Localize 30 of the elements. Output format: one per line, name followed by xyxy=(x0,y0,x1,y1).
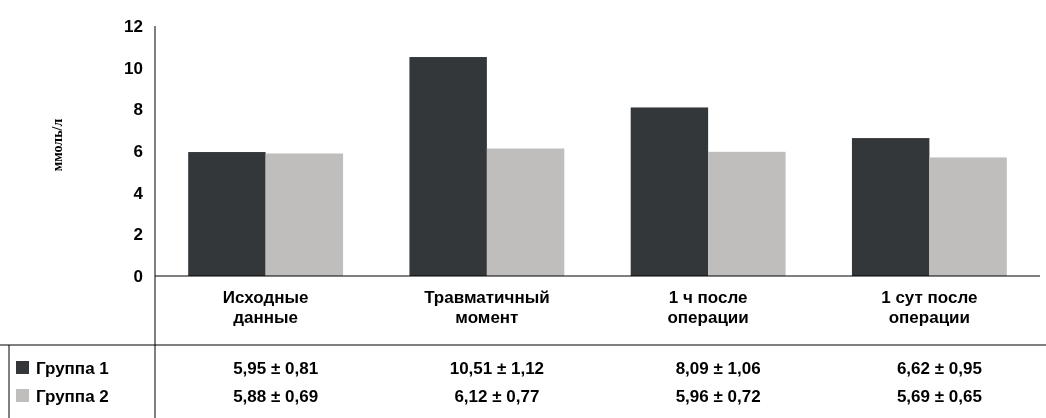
y-tick-label: 4 xyxy=(133,183,144,203)
bar xyxy=(929,157,1007,276)
bar xyxy=(630,107,709,276)
y-tick-label: 2 xyxy=(133,225,143,245)
bar xyxy=(851,138,930,276)
data-label: 10,51 ± 1,12 xyxy=(449,359,545,378)
data-label: 5,88 ± 0,69 xyxy=(233,387,319,406)
legend-label: Группа 1 xyxy=(36,359,109,378)
data-label: 5,96 ± 0,72 xyxy=(675,387,761,406)
y-tick-label: 0 xyxy=(133,266,143,286)
x-tick-label: Исходные данные xyxy=(222,288,309,327)
data-label: 5,95 ± 0,81 xyxy=(233,359,319,378)
x-tick-label: 1 ч после операции xyxy=(667,288,749,327)
data-label: 6,62 ± 0,95 xyxy=(896,359,982,378)
x-tick-label: 1 сут после операции xyxy=(881,288,978,327)
bar xyxy=(708,151,786,276)
x-tick-label: Травматичный момент xyxy=(424,288,550,327)
data-label: 6,12 ± 0,77 xyxy=(454,387,540,406)
y-tick-label: 10 xyxy=(124,58,143,78)
legend-label: Группа 2 xyxy=(36,387,109,406)
data-label: 5,69 ± 0,65 xyxy=(896,387,982,406)
y-tick-label: 12 xyxy=(124,16,143,36)
y-tick-label: 6 xyxy=(133,141,143,161)
data-label: 8,09 ± 1,06 xyxy=(675,359,761,378)
bar xyxy=(486,148,565,276)
bar xyxy=(409,57,487,276)
y-tick-label: 8 xyxy=(133,100,143,120)
y-axis-title: ммоль/л xyxy=(50,118,65,172)
bar xyxy=(265,153,344,276)
bar xyxy=(188,152,266,276)
